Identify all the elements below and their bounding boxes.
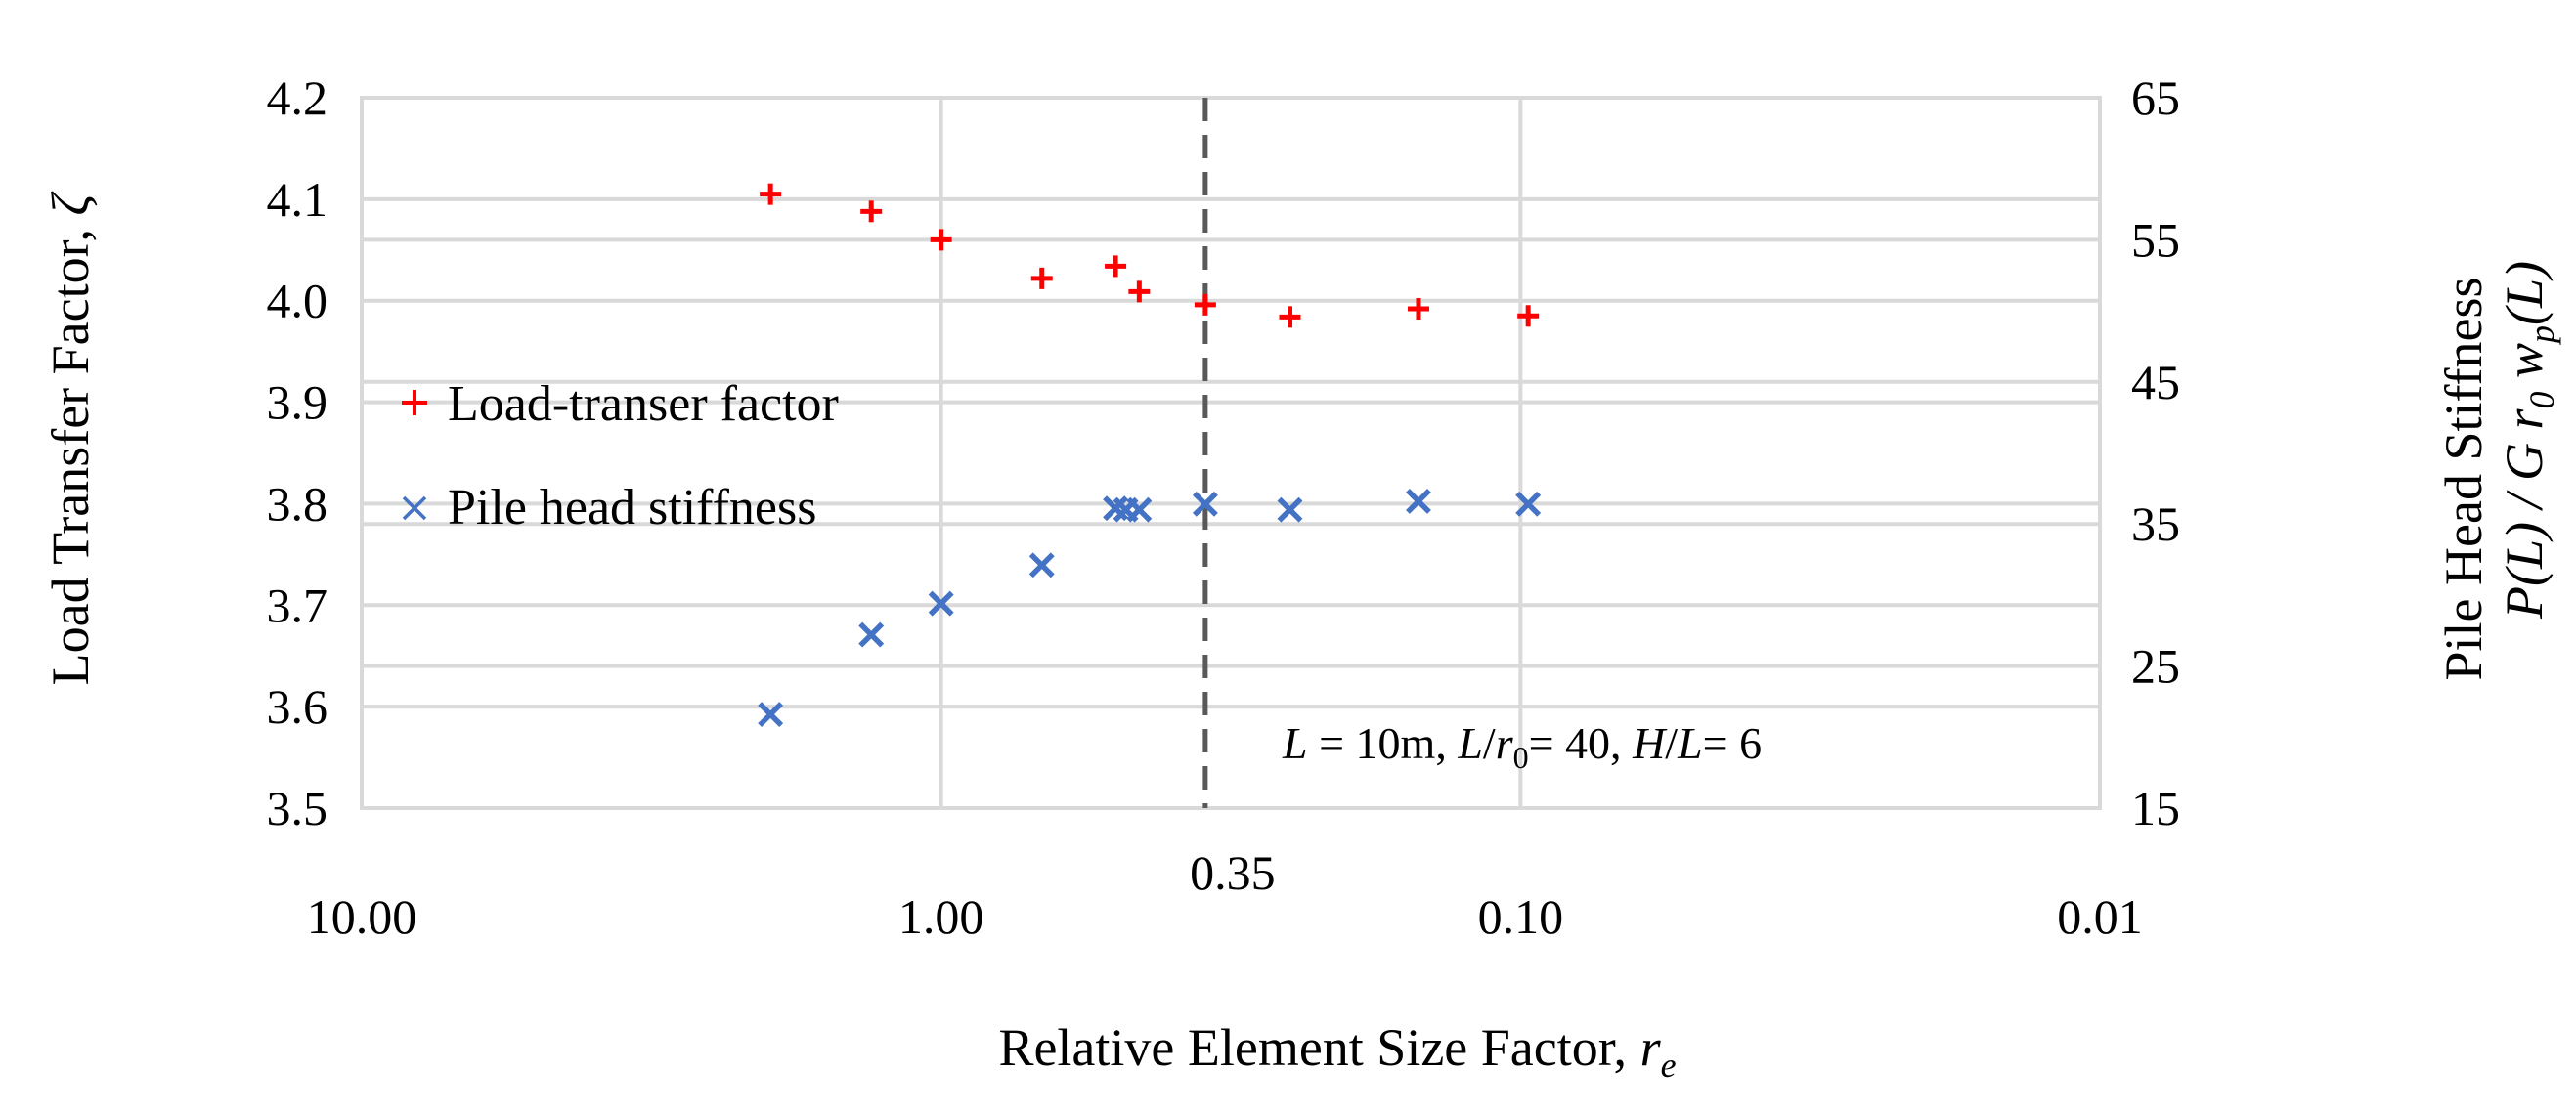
left-tick-label: 3.7 xyxy=(267,578,328,632)
plus-marker xyxy=(1030,267,1053,289)
right-axis-tick-labels: 15 25 35 45 55 65 xyxy=(2131,70,2180,836)
x-axis-title: Relative Element Size Factor, re xyxy=(998,1018,1676,1085)
x-axis-tick-labels: 10.00 1.00 0.10 0.01 xyxy=(307,889,2143,944)
legend-label-pile-head-stiffness: Pile head stiffness xyxy=(448,480,816,536)
left-tick-label: 3.9 xyxy=(267,375,328,430)
x-marker xyxy=(1192,491,1218,517)
legend: Load-transer factor Pile head stiffness xyxy=(402,376,839,536)
x-tick-label: 0.01 xyxy=(2057,889,2143,944)
left-axis-tick-labels: 3.5 3.6 3.7 3.8 3.9 4.0 4.1 4.2 xyxy=(267,70,328,836)
x-tick-label: 10.00 xyxy=(307,889,417,944)
series-load-transfer-factor xyxy=(760,183,1540,328)
x-marker xyxy=(1126,496,1153,523)
left-tick-label: 4.2 xyxy=(267,70,328,125)
x-marker xyxy=(1515,491,1542,517)
right-tick-label: 25 xyxy=(2131,639,2180,694)
legend-label-load-transfer: Load-transer factor xyxy=(448,376,839,432)
left-tick-label: 3.8 xyxy=(267,476,328,531)
plus-marker xyxy=(1128,280,1151,303)
x-tick-label: 1.00 xyxy=(898,889,984,944)
x-marker xyxy=(758,702,784,727)
right-tick-label: 55 xyxy=(2131,212,2180,267)
right-tick-label: 45 xyxy=(2131,355,2180,409)
x-marker xyxy=(1028,552,1055,578)
right-tick-label: 65 xyxy=(2131,70,2180,125)
plus-marker xyxy=(1105,255,1127,278)
plus-marker xyxy=(860,200,883,223)
left-axis-title: Load Transfer Factor, ζ xyxy=(41,192,100,686)
x-marker xyxy=(1406,488,1431,514)
plus-marker xyxy=(1407,298,1429,321)
plot-area-frame xyxy=(360,96,2102,810)
x-marker xyxy=(1277,496,1303,523)
reference-line-label: 0.35 xyxy=(1190,845,1276,900)
parameter-annotation: L = 10m, L/r0= 40, H/L= 6 xyxy=(1282,718,1762,775)
right-axis-title-line2: P(L) / G r0 wp(L) xyxy=(2495,261,2561,620)
plus-marker xyxy=(930,229,952,251)
legend-marker-x xyxy=(402,495,427,521)
right-tick-label: 35 xyxy=(2131,496,2180,551)
plus-marker xyxy=(1517,305,1540,327)
series-pile-head-stiffness xyxy=(758,488,1542,727)
x-marker xyxy=(858,621,885,648)
right-tick-label: 15 xyxy=(2131,781,2180,836)
left-tick-label: 3.5 xyxy=(267,781,328,836)
left-tick-label: 4.1 xyxy=(267,172,328,227)
plus-marker xyxy=(760,183,782,205)
x-tick-label: 0.10 xyxy=(1478,889,1564,944)
left-tick-label: 4.0 xyxy=(267,274,328,328)
x-marker xyxy=(928,590,954,617)
legend-marker-plus xyxy=(402,390,427,415)
left-tick-label: 3.6 xyxy=(267,679,328,734)
plus-marker xyxy=(1279,306,1301,328)
right-axis-title-line1: Pile Head Stiffness xyxy=(2434,278,2493,681)
plus-marker xyxy=(1194,293,1216,316)
